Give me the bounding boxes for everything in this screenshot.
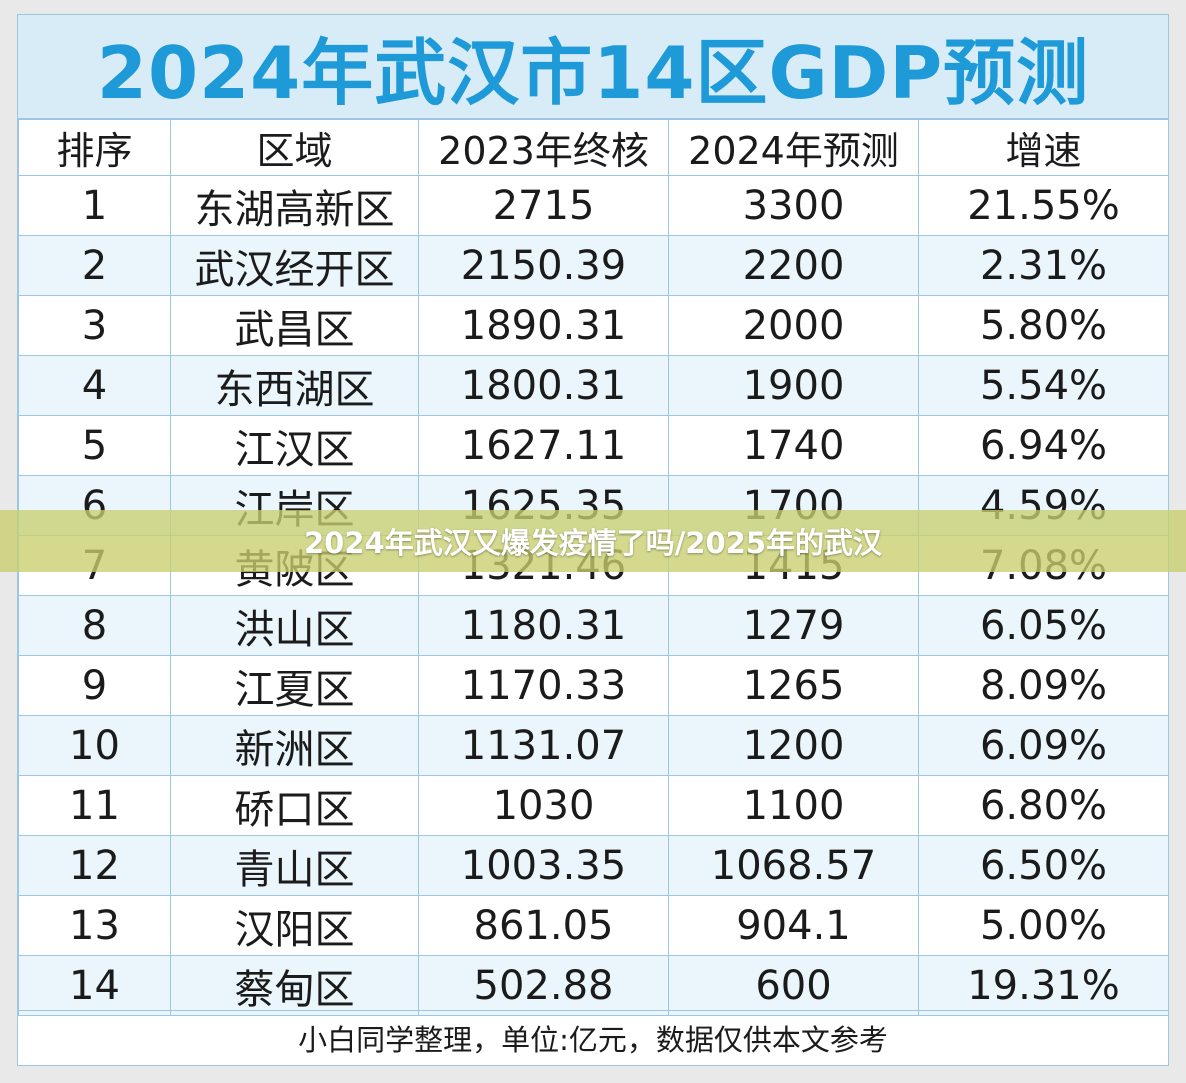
cell-district: 新洲区 [170,715,419,776]
cell-district: 武汉经开区 [170,235,419,296]
cell-growth: 19.31% [918,955,1169,1016]
header-2024-forecast: 2024年预测 [668,119,919,176]
table-row: 5 江汉区 1627.11 1740 6.94% [18,415,1169,476]
cell-2023-final: 1180.31 [418,595,669,656]
chart-title: 2024年武汉市14区GDP预测 [96,31,1090,115]
table-header-row: 排序 区域 2023年终核 2024年预测 增速 [18,119,1169,176]
cell-2023-final: 2150.39 [418,235,669,296]
table-row: 12 青山区 1003.35 1068.57 6.50% [18,835,1169,896]
cell-2024-forecast: 600 [668,955,919,1016]
header-rank: 排序 [18,119,171,176]
cell-2023-final: 2715 [418,175,669,236]
cell-rank: 1 [18,175,171,236]
cell-growth: 8.09% [918,655,1169,716]
cell-2023-final: 1890.31 [418,295,669,356]
cell-2023-final: 502.88 [418,955,669,1016]
gdp-table: 排序 区域 2023年终核 2024年预测 增速 1 东湖高新区 2715 3300 2… [18,119,1169,1016]
cell-rank: 9 [18,655,171,716]
cell-2024-forecast: 1279 [668,595,919,656]
cell-district: 青山区 [170,835,419,896]
cell-2024-forecast: 1900 [668,355,919,416]
banner-text: 2024年武汉又爆发疫情了吗/2025年的武汉 [303,526,883,560]
header-2023-final: 2023年终核 [418,119,669,176]
table-row: 2 武汉经开区 2150.39 2200 2.31% [18,235,1169,296]
table-row: 4 东西湖区 1800.31 1900 5.54% [18,355,1169,416]
cell-2024-forecast: 904.1 [668,895,919,956]
table-row: 8 洪山区 1180.31 1279 6.05% [18,595,1169,656]
cell-rank: 12 [18,835,171,896]
cell-district: 东湖高新区 [170,175,419,236]
cell-rank: 13 [18,895,171,956]
table-row: 3 武昌区 1890.31 2000 5.80% [18,295,1169,356]
cell-2024-forecast: 1265 [668,655,919,716]
cell-district: 汉阳区 [170,895,419,956]
cell-district: 江夏区 [170,655,419,716]
cell-growth: 6.50% [918,835,1169,896]
cell-2024-forecast: 1100 [668,775,919,836]
cell-growth: 21.55% [918,175,1169,236]
table-row: 1 东湖高新区 2715 3300 21.55% [18,175,1169,236]
cell-growth: 5.80% [918,295,1169,356]
header-district: 区域 [170,119,419,176]
cell-2024-forecast: 3300 [668,175,919,236]
table-row: 11 硚口区 1030 1100 6.80% [18,775,1169,836]
gdp-table-card: 2024年武汉市14区GDP预测 排序 区域 2023年终核 2024年预测 增… [17,14,1169,1066]
title-bar: 2024年武汉市14区GDP预测 [18,15,1168,119]
overlay-banner: 2024年武汉又爆发疫情了吗/2025年的武汉 [0,510,1186,572]
cell-growth: 6.94% [918,415,1169,476]
cell-rank: 2 [18,235,171,296]
table-row: 10 新洲区 1131.07 1200 6.09% [18,715,1169,776]
cell-2024-forecast: 2000 [668,295,919,356]
header-growth: 增速 [918,119,1169,176]
cell-district: 东西湖区 [170,355,419,416]
cell-2024-forecast: 1200 [668,715,919,776]
table-body: 1 东湖高新区 2715 3300 21.55% 2 武汉经开区 2150.39 2200 2.3… [18,175,1169,1016]
source-note: 小白同学整理，单位:亿元，数据仅供本文参考 [18,1010,1168,1065]
cell-rank: 14 [18,955,171,1016]
cell-2023-final: 1170.33 [418,655,669,716]
cell-2023-final: 861.05 [418,895,669,956]
cell-growth: 2.31% [918,235,1169,296]
cell-growth: 5.00% [918,895,1169,956]
cell-growth: 5.54% [918,355,1169,416]
cell-2024-forecast: 2200 [668,235,919,296]
table-row: 9 江夏区 1170.33 1265 8.09% [18,655,1169,716]
cell-2023-final: 1003.35 [418,835,669,896]
cell-district: 硚口区 [170,775,419,836]
cell-rank: 5 [18,415,171,476]
cell-rank: 4 [18,355,171,416]
cell-2024-forecast: 1068.57 [668,835,919,896]
cell-growth: 6.09% [918,715,1169,776]
cell-district: 江汉区 [170,415,419,476]
cell-district: 武昌区 [170,295,419,356]
cell-rank: 3 [18,295,171,356]
cell-2023-final: 1030 [418,775,669,836]
cell-rank: 8 [18,595,171,656]
cell-district: 洪山区 [170,595,419,656]
cell-district: 蔡甸区 [170,955,419,1016]
cell-growth: 6.80% [918,775,1169,836]
cell-growth: 6.05% [918,595,1169,656]
cell-rank: 10 [18,715,171,776]
cell-rank: 11 [18,775,171,836]
cell-2023-final: 1627.11 [418,415,669,476]
cell-2023-final: 1800.31 [418,355,669,416]
table-row: 13 汉阳区 861.05 904.1 5.00% [18,895,1169,956]
cell-2024-forecast: 1740 [668,415,919,476]
table-row: 14 蔡甸区 502.88 600 19.31% [18,955,1169,1016]
cell-2023-final: 1131.07 [418,715,669,776]
